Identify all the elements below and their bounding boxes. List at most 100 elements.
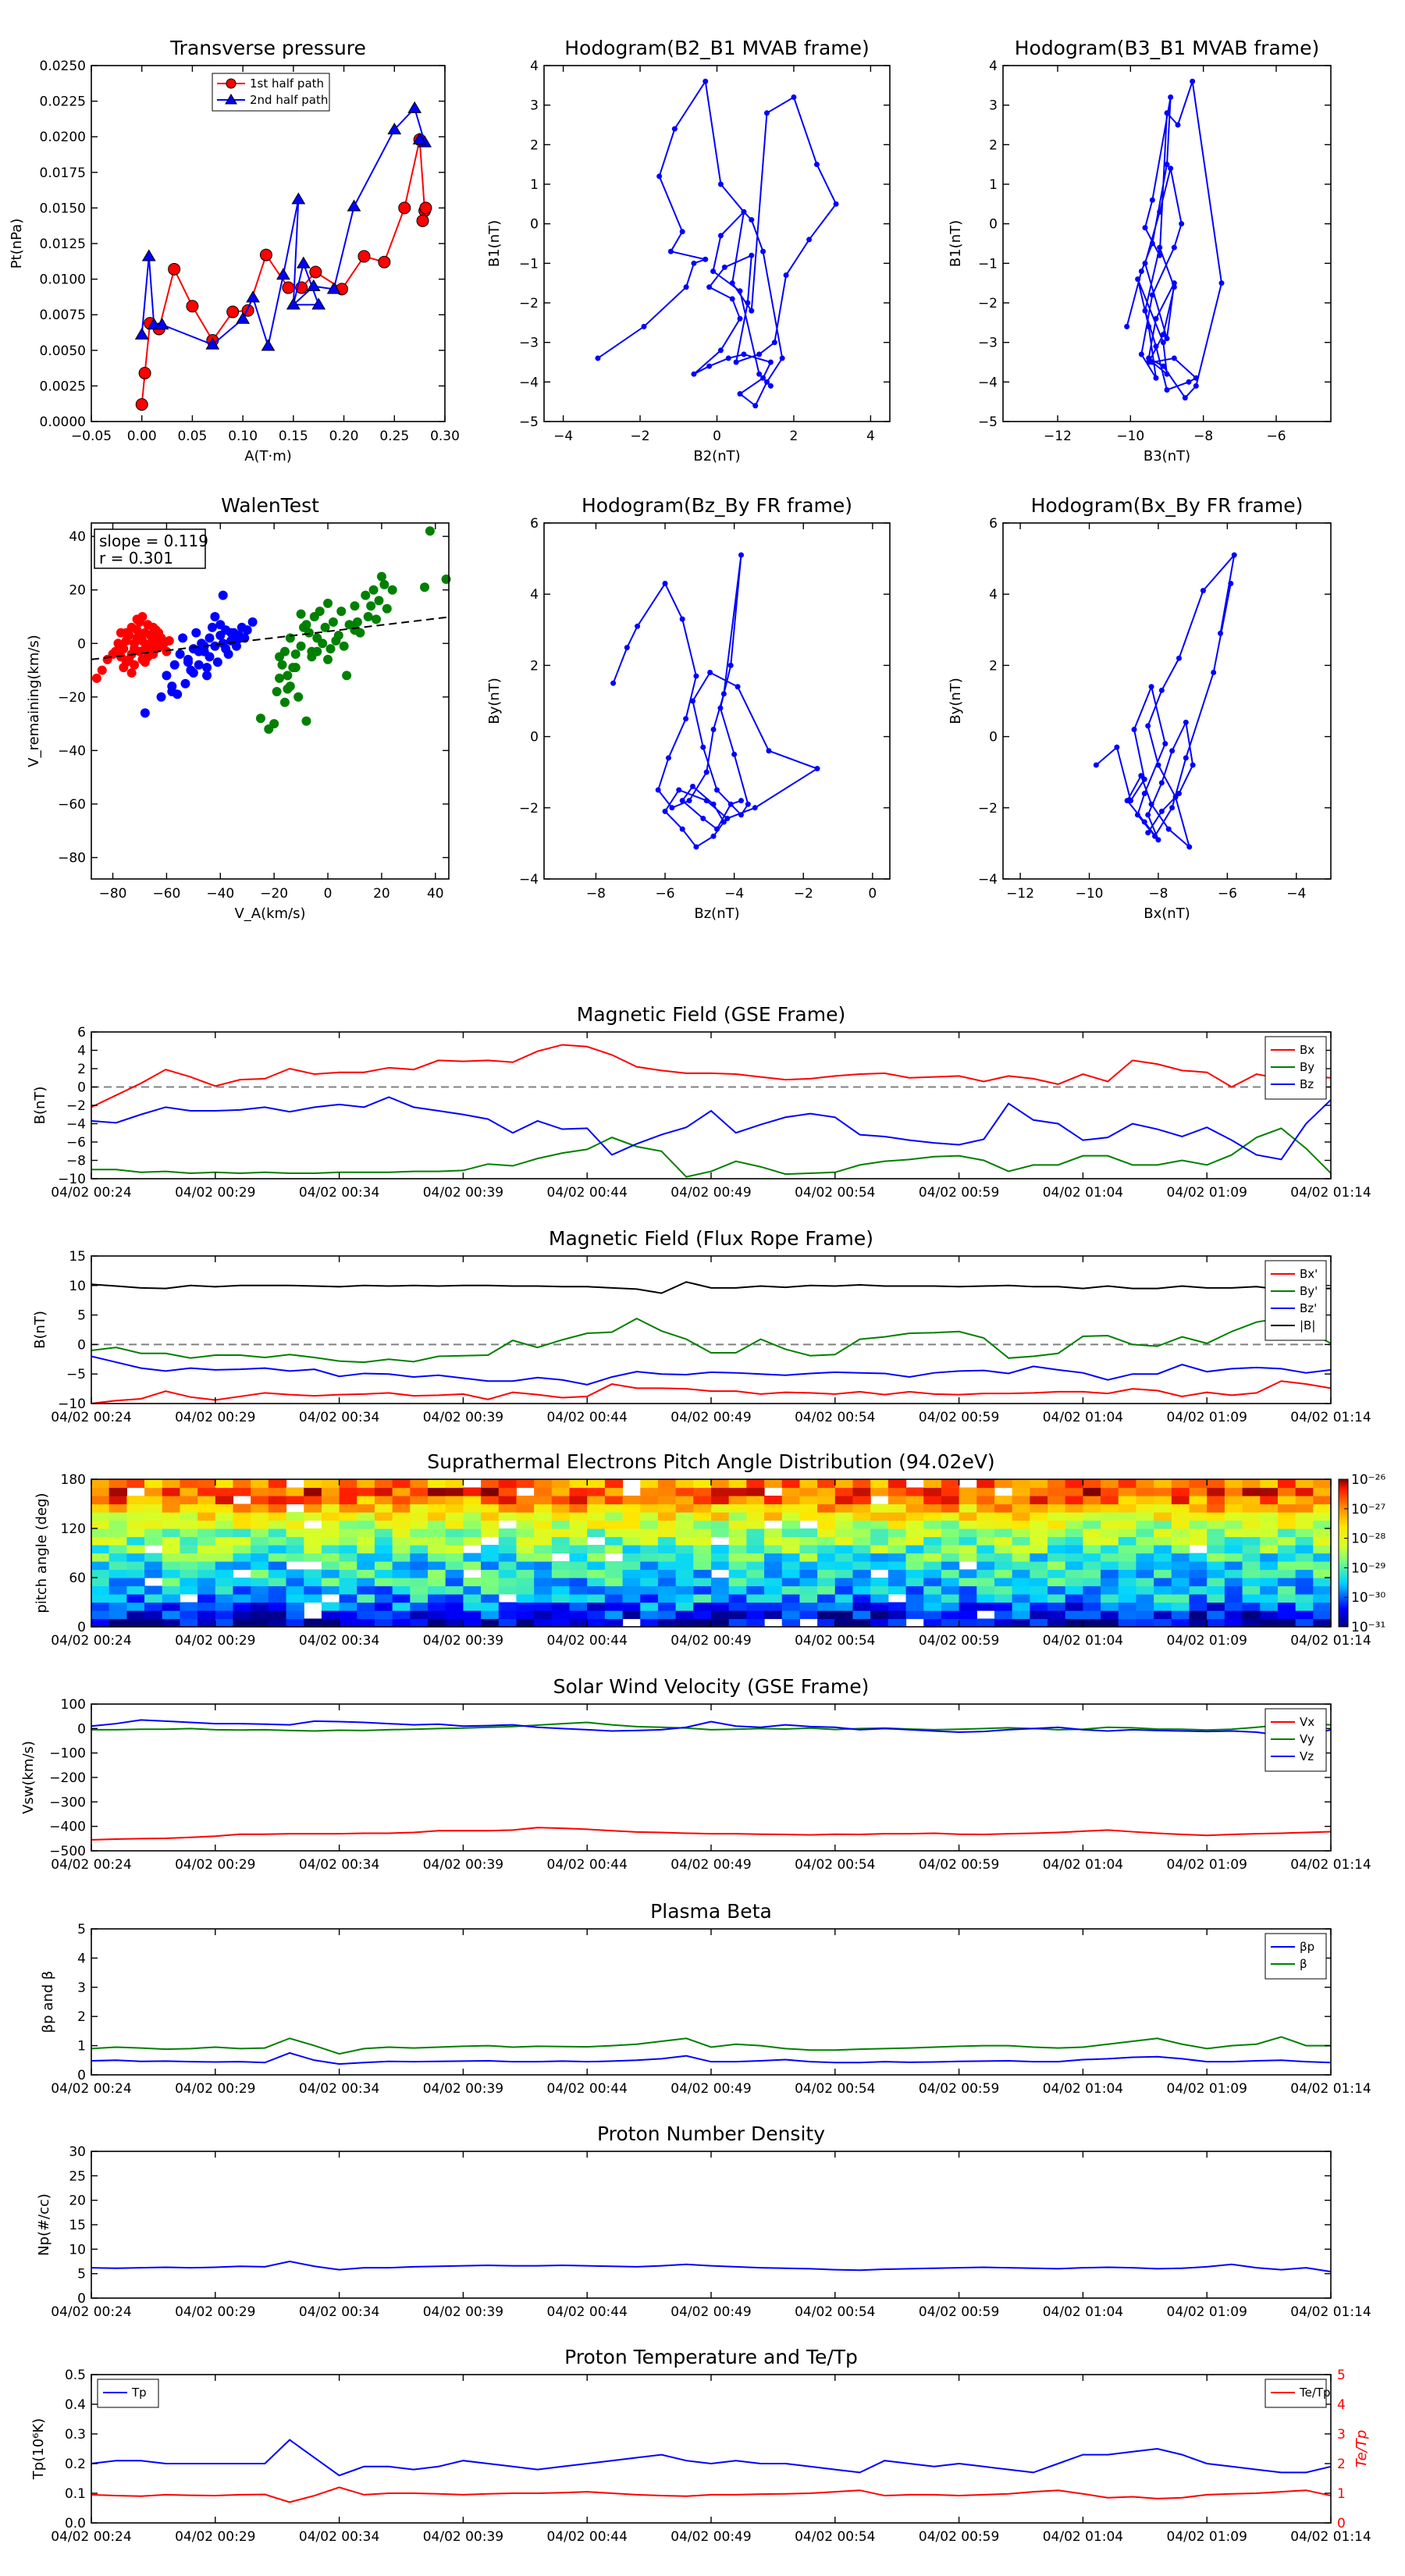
heatmap-cell — [1207, 1602, 1225, 1611]
heatmap-cell — [675, 1594, 694, 1603]
time-tick-label: 04/02 00:39 — [423, 1857, 503, 1873]
heatmap-cell — [781, 1585, 801, 1595]
y-tick-label: 15 — [69, 1249, 86, 1265]
heatmap-cell — [428, 1520, 446, 1529]
data-point — [286, 297, 301, 310]
heatmap-cell — [463, 1610, 482, 1620]
heatmap-cell — [746, 1578, 765, 1587]
heatmap-cell — [233, 1528, 251, 1538]
heatmap-cell — [799, 1503, 818, 1513]
heatmap-cell — [108, 1618, 127, 1628]
heatmap-cell — [1118, 1487, 1137, 1496]
time-tick-label: 04/02 00:34 — [299, 1857, 379, 1873]
heatmap-cell — [569, 1585, 588, 1595]
heatmap-cell — [569, 1569, 588, 1578]
heatmap-cell — [1048, 1528, 1066, 1538]
heatmap-cell — [91, 1528, 110, 1538]
data-point — [306, 279, 321, 291]
heatmap-cell — [1065, 1512, 1083, 1521]
heatmap-cell — [675, 1610, 694, 1620]
heatmap-cell — [268, 1512, 287, 1521]
data-point — [763, 379, 770, 385]
heatmap-cell — [675, 1487, 694, 1496]
heatmap-cell — [817, 1545, 836, 1554]
y-tick-label: 2 — [77, 1062, 86, 1077]
heatmap-cell — [321, 1503, 340, 1513]
data-point — [679, 798, 685, 804]
legend-entry: Te/Tp — [1299, 2386, 1331, 2400]
time-tick-label: 04/02 00:54 — [795, 1410, 875, 1425]
time-tick-label: 04/02 00:59 — [919, 1633, 999, 1649]
heatmap-cell — [1083, 1578, 1101, 1587]
heatmap-cell — [817, 1496, 836, 1505]
heatmap-cell — [304, 1594, 322, 1603]
time-tick-label: 04/02 01:09 — [1167, 2304, 1247, 2320]
heatmap-cell — [994, 1602, 1013, 1611]
legend-entry: 1st half path — [250, 76, 324, 91]
heatmap-cell — [781, 1594, 801, 1603]
legend-entry: |B| — [1300, 1318, 1315, 1332]
heatmap-cell — [126, 1561, 145, 1571]
y-tick-label: 0.5 — [65, 2368, 86, 2383]
heatmap-cell — [1136, 1536, 1154, 1546]
heatmap-cell — [1048, 1602, 1066, 1611]
heatmap-cell — [640, 1569, 659, 1578]
heatmap-cell — [410, 1618, 429, 1628]
heatmap-cell — [1189, 1578, 1208, 1587]
heatmap-cell — [91, 1545, 110, 1554]
heatmap-cell — [1189, 1618, 1208, 1628]
heatmap-cell — [1030, 1610, 1048, 1620]
heatmap-cell — [941, 1496, 960, 1505]
y-tick-label: 0.0225 — [40, 94, 86, 110]
legend-entry: Tp — [131, 2386, 147, 2400]
heatmap-cell — [268, 1479, 287, 1489]
heatmap-cell — [976, 1569, 995, 1578]
heatmap-cell — [91, 1496, 110, 1505]
heatmap-cell — [1154, 1569, 1172, 1578]
heatmap-cell — [941, 1618, 960, 1628]
y-tick-label: 2 — [989, 658, 998, 674]
heatmap-cell — [516, 1618, 535, 1628]
heatmap-cell — [923, 1536, 942, 1546]
heatmap-cell — [675, 1479, 694, 1489]
data-point — [331, 635, 341, 646]
heatmap-cell — [622, 1569, 641, 1578]
heatmap-cell — [640, 1585, 659, 1595]
heatmap-cell — [1313, 1479, 1332, 1489]
time-tick-label: 04/02 00:54 — [795, 1185, 875, 1201]
heatmap-cell — [569, 1479, 588, 1489]
data-point — [336, 607, 347, 617]
data-point — [363, 612, 373, 621]
data-point — [1093, 762, 1099, 768]
data-point — [382, 603, 392, 614]
y-tick-label: 20 — [69, 583, 86, 599]
heatmap-cell — [675, 1585, 694, 1595]
heatmap-cell — [1224, 1610, 1243, 1620]
data-point — [387, 585, 397, 595]
heatmap-cell — [728, 1610, 747, 1620]
heatmap-cell — [1030, 1578, 1048, 1587]
y-tick-label: −60 — [58, 797, 86, 813]
time-tick-label: 04/02 00:24 — [51, 1185, 131, 1201]
heatmap-cell — [640, 1536, 659, 1546]
heatmap-cell — [551, 1536, 571, 1546]
heatmap-cell — [251, 1602, 269, 1611]
heatmap-cell — [1313, 1487, 1332, 1496]
heatmap-cell — [941, 1479, 960, 1489]
heatmap-cell — [587, 1569, 606, 1578]
heatmap-cell — [1101, 1487, 1119, 1496]
heatmap-cell — [374, 1487, 393, 1496]
heatmap-cell — [551, 1520, 571, 1529]
colorbar-tick-label: 10⁻²⁷ — [1351, 1502, 1385, 1517]
data-point — [140, 708, 150, 718]
heatmap-cell — [233, 1545, 251, 1554]
y-tick-label: −5 — [978, 415, 998, 430]
data-point — [272, 687, 282, 696]
heatmap-cell — [144, 1528, 163, 1538]
heatmap-cell — [445, 1512, 464, 1521]
heatmap-cell — [834, 1578, 854, 1587]
heatmap-cell — [1171, 1512, 1190, 1521]
heatmap-cell — [197, 1594, 216, 1603]
heatmap-cell — [1154, 1585, 1172, 1595]
data-point — [1193, 375, 1199, 381]
